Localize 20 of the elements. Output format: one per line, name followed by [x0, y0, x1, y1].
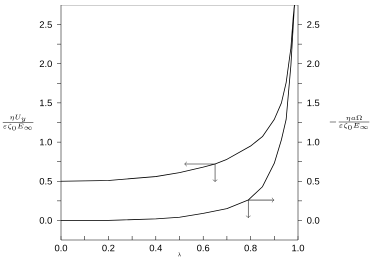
y-axis-title: $\frac{\eta U_y}{\varepsilon \zeta_0 E_\infty}$: [2, 114, 34, 130]
y2-tick-label: 2.5: [307, 21, 320, 28]
x-tick-label: 0.6: [197, 244, 210, 252]
text: 0.0: [307, 217, 320, 224]
x-tick-label: 0.2: [102, 244, 114, 252]
y2-tick-label: 1.5: [307, 100, 320, 106]
text: 1.0: [40, 138, 52, 146]
text: 2.0: [307, 60, 320, 68]
y-tick-label: 2.5: [40, 21, 52, 28]
y-tick-label: 1.5: [40, 100, 52, 106]
text: 2.0: [40, 60, 52, 68]
y-tick-label: 0.5: [40, 178, 52, 185]
text: 0.0: [40, 217, 52, 224]
text: 1.0: [292, 244, 304, 252]
text: 0.0: [54, 244, 68, 252]
y2-axis-title: $-\frac{\eta a \Omega}{\varepsilon \zeta_0 E_\infty}$: [330, 115, 370, 130]
x-tick-label: 0.4: [150, 244, 162, 252]
text: 1.0: [307, 138, 320, 146]
y2-tick-label: 0.5: [307, 178, 320, 185]
x-tick-label: 0.8: [244, 244, 257, 252]
